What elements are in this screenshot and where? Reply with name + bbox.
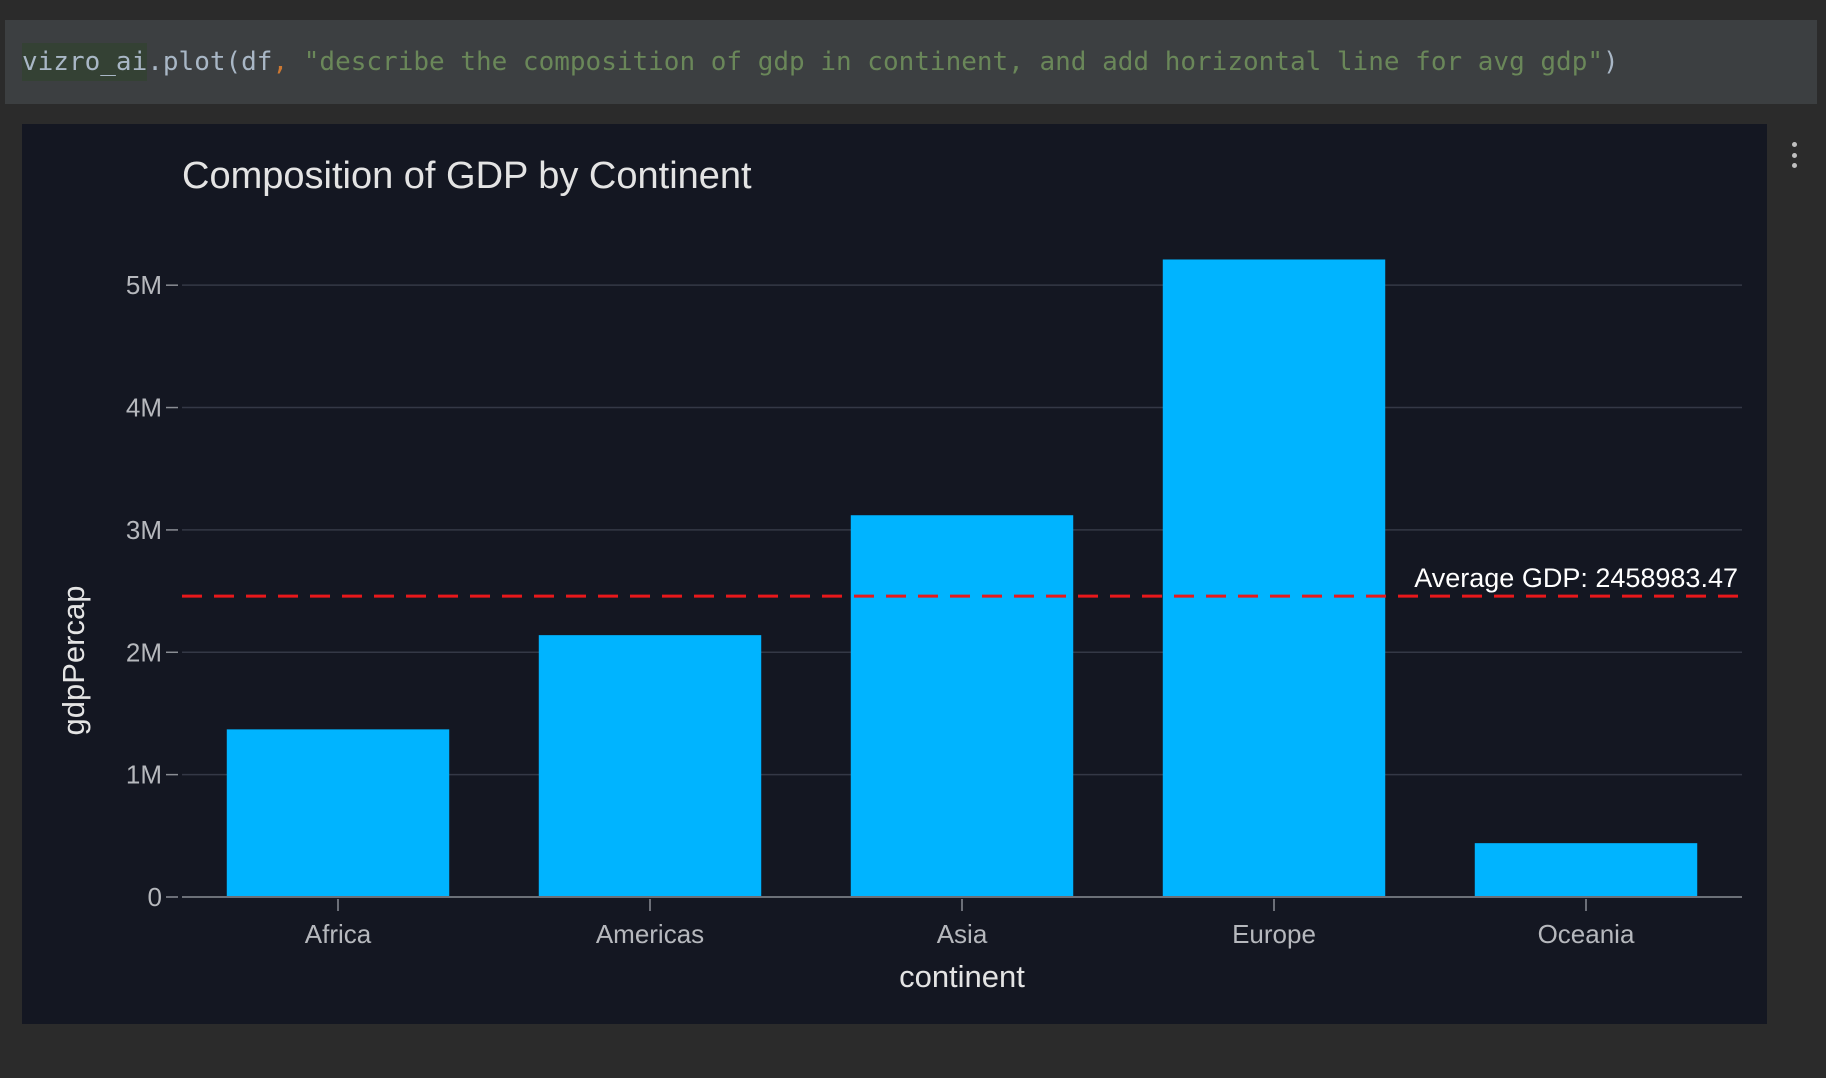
code-token-method: .plot(df bbox=[147, 47, 273, 77]
code-token-string-argument: "describe the composition of gdp in cont… bbox=[303, 47, 1604, 77]
y-axis-ticks: 0 1M 2M 3M 4M 5M bbox=[126, 270, 178, 912]
x-tick-label: Africa bbox=[305, 919, 372, 949]
menu-dot bbox=[1791, 142, 1797, 147]
bar-asia bbox=[850, 515, 1074, 896]
menu-dot bbox=[1791, 152, 1797, 158]
y-axis-title: gdpPercap bbox=[56, 586, 91, 736]
x-tick-label: Asia bbox=[937, 919, 988, 949]
bar-americas bbox=[538, 635, 762, 896]
chart-title: Composition of GDP by Continent bbox=[182, 155, 752, 197]
menu-dot bbox=[1791, 163, 1797, 168]
x-axis-ticks: Africa Americas Asia Europe Oceania bbox=[305, 899, 1635, 949]
average-gdp-label: Average GDP: 2458983.47 bbox=[1414, 563, 1738, 593]
code-token-comma: , bbox=[272, 47, 289, 77]
code-cell[interactable]: vizro_ai.plot(df, "describe the composit… bbox=[5, 20, 1817, 104]
y-tick-label: 1M bbox=[126, 760, 162, 790]
bar-chart: Composition of GDP by Continent Africa Am… bbox=[56, 155, 1742, 994]
y-tick-label: 4M bbox=[126, 393, 162, 423]
code-token-close-paren: ) bbox=[1603, 47, 1619, 77]
x-tick-label: Oceania bbox=[1538, 919, 1635, 949]
x-tick-label: Americas bbox=[596, 919, 704, 949]
code-token-object: vizro_ai bbox=[22, 43, 148, 81]
output-kebab-menu-icon[interactable] bbox=[1782, 138, 1806, 172]
y-tick-label: 2M bbox=[126, 637, 162, 667]
y-tick-label: 5M bbox=[126, 270, 162, 300]
code-line[interactable]: vizro_ai.plot(df, "describe the composit… bbox=[22, 20, 1619, 104]
cell-output-area: Composition of GDP by Continent Africa Am… bbox=[22, 124, 1767, 1024]
bar-oceania bbox=[1474, 843, 1698, 896]
bars bbox=[226, 259, 1698, 896]
x-tick-label: Europe bbox=[1232, 919, 1316, 949]
code-token-space bbox=[288, 47, 304, 77]
x-axis-title: continent bbox=[899, 959, 1025, 994]
y-tick-label: 0 bbox=[148, 882, 162, 912]
y-tick-label: 3M bbox=[126, 515, 162, 545]
bar-europe bbox=[1162, 259, 1386, 896]
bar-africa bbox=[226, 729, 450, 896]
